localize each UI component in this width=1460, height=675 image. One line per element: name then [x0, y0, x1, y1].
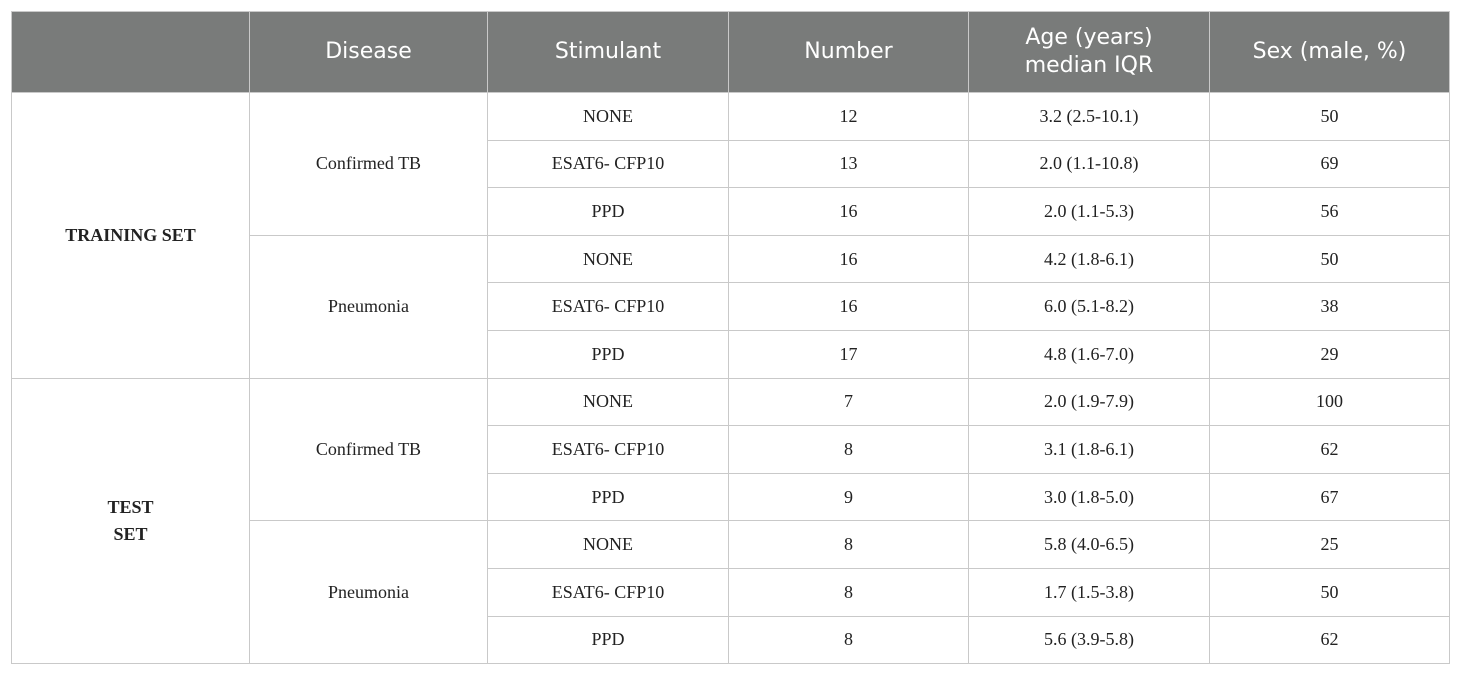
- set-label-training: TRAINING SET: [11, 92, 250, 379]
- age-cell: 5.6 (3.9-5.8): [968, 615, 1210, 665]
- table-body: TRAINING SET Confirmed TB NONE 12 3.2 (2…: [11, 92, 1450, 665]
- table-row: PPD 8 5.6 (3.9-5.8) 62: [12, 615, 1450, 665]
- header-disease: Disease: [249, 11, 488, 93]
- table-header: Disease Stimulant Number Age (years) med…: [11, 11, 1450, 93]
- sex-cell: 38: [1209, 282, 1450, 331]
- age-cell: 1.7 (1.5-3.8): [968, 567, 1210, 617]
- age-cell: 3.0 (1.8-5.0): [968, 472, 1210, 522]
- stimulant-cell: PPD: [487, 615, 729, 665]
- sex-cell: 50: [1209, 567, 1450, 617]
- stimulant-cell: NONE: [487, 520, 729, 569]
- table-container: Disease Stimulant Number Age (years) med…: [11, 11, 1450, 665]
- stimulant-cell: ESAT6- CFP10: [487, 139, 729, 189]
- sex-cell: 69: [1209, 139, 1450, 189]
- stimulant-cell: NONE: [487, 377, 729, 427]
- sex-cell: 50: [1209, 234, 1450, 284]
- table-row: ESAT6- CFP10 13 2.0 (1.1-10.8) 69: [12, 139, 1450, 189]
- table-row: Pneumonia NONE 16 4.2 (1.8-6.1) 50: [12, 234, 1450, 379]
- table-row: TEST SET Confirmed TB NONE 7 2.0 (1.9-7.…: [11, 377, 1450, 665]
- stimulant-cell: ESAT6- CFP10: [487, 282, 729, 331]
- header-set: [11, 11, 250, 93]
- set-label-test-line2: SET: [113, 523, 148, 544]
- stimulant-cell: PPD: [487, 187, 729, 236]
- age-cell: 4.2 (1.8-6.1): [968, 234, 1210, 284]
- stimulant-cell: NONE: [487, 234, 729, 284]
- sex-cell: 50: [1209, 92, 1450, 141]
- header-sex: Sex (male, %): [1209, 11, 1450, 93]
- stimulant-cell: PPD: [487, 472, 729, 522]
- stimulant-cell: NONE: [487, 92, 729, 141]
- number-cell: 7: [728, 377, 969, 427]
- sex-cell: 29: [1209, 329, 1450, 379]
- age-cell: 4.8 (1.6-7.0): [968, 329, 1210, 379]
- disease-cell: Pneumonia: [249, 234, 488, 379]
- disease-cell: Confirmed TB: [249, 92, 488, 236]
- age-cell: 5.8 (4.0-6.5): [968, 520, 1210, 569]
- table-row: PPD 17 4.8 (1.6-7.0) 29: [12, 329, 1450, 379]
- table-row: Pneumonia NONE 8 5.8 (4.0-6.5) 25: [12, 520, 1450, 665]
- number-cell: 16: [728, 282, 969, 331]
- number-cell: 9: [728, 472, 969, 522]
- disease-cell: Pneumonia: [249, 520, 488, 665]
- number-cell: 8: [728, 567, 969, 617]
- header-stimulant: Stimulant: [487, 11, 729, 93]
- sex-cell: 62: [1209, 425, 1450, 474]
- sex-cell: 62: [1209, 615, 1450, 665]
- table-row: PPD 16 2.0 (1.1-5.3) 56: [12, 187, 1450, 236]
- disease-cell: Confirmed TB: [249, 377, 488, 522]
- number-cell: 12: [728, 92, 969, 141]
- header-row: Disease Stimulant Number Age (years) med…: [11, 11, 1450, 93]
- stimulant-cell: ESAT6- CFP10: [487, 567, 729, 617]
- age-cell: 2.0 (1.9-7.9): [968, 377, 1210, 427]
- set-label-test: TEST SET: [11, 377, 250, 665]
- header-age-line1: Age (years): [1025, 25, 1153, 50]
- cohort-table: Disease Stimulant Number Age (years) med…: [11, 11, 1450, 665]
- age-cell: 2.0 (1.1-5.3): [968, 187, 1210, 236]
- number-cell: 17: [728, 329, 969, 379]
- age-cell: 3.2 (2.5-10.1): [968, 92, 1210, 141]
- table-row: PPD 9 3.0 (1.8-5.0) 67: [12, 472, 1450, 522]
- header-number: Number: [728, 11, 969, 93]
- number-cell: 13: [728, 139, 969, 189]
- table-row: TRAINING SET Confirmed TB NONE 12 3.2 (2…: [11, 92, 1450, 379]
- number-cell: 8: [728, 425, 969, 474]
- sex-cell: 100: [1209, 377, 1450, 427]
- set-label-test-line1: TEST: [107, 496, 154, 517]
- table-row: ESAT6- CFP10 16 6.0 (5.1-8.2) 38: [12, 282, 1450, 331]
- stimulant-cell: PPD: [487, 329, 729, 379]
- number-cell: 8: [728, 520, 969, 569]
- age-cell: 3.1 (1.8-6.1): [968, 425, 1210, 474]
- sex-cell: 56: [1209, 187, 1450, 236]
- header-age: Age (years) median IQR: [968, 11, 1210, 93]
- table-row: ESAT6- CFP10 8 1.7 (1.5-3.8) 50: [12, 567, 1450, 617]
- age-cell: 6.0 (5.1-8.2): [968, 282, 1210, 331]
- stimulant-cell: ESAT6- CFP10: [487, 425, 729, 474]
- sex-cell: 67: [1209, 472, 1450, 522]
- number-cell: 16: [728, 187, 969, 236]
- header-age-line2: median IQR: [1024, 53, 1154, 78]
- number-cell: 16: [728, 234, 969, 284]
- number-cell: 8: [728, 615, 969, 665]
- age-cell: 2.0 (1.1-10.8): [968, 139, 1210, 189]
- sex-cell: 25: [1209, 520, 1450, 569]
